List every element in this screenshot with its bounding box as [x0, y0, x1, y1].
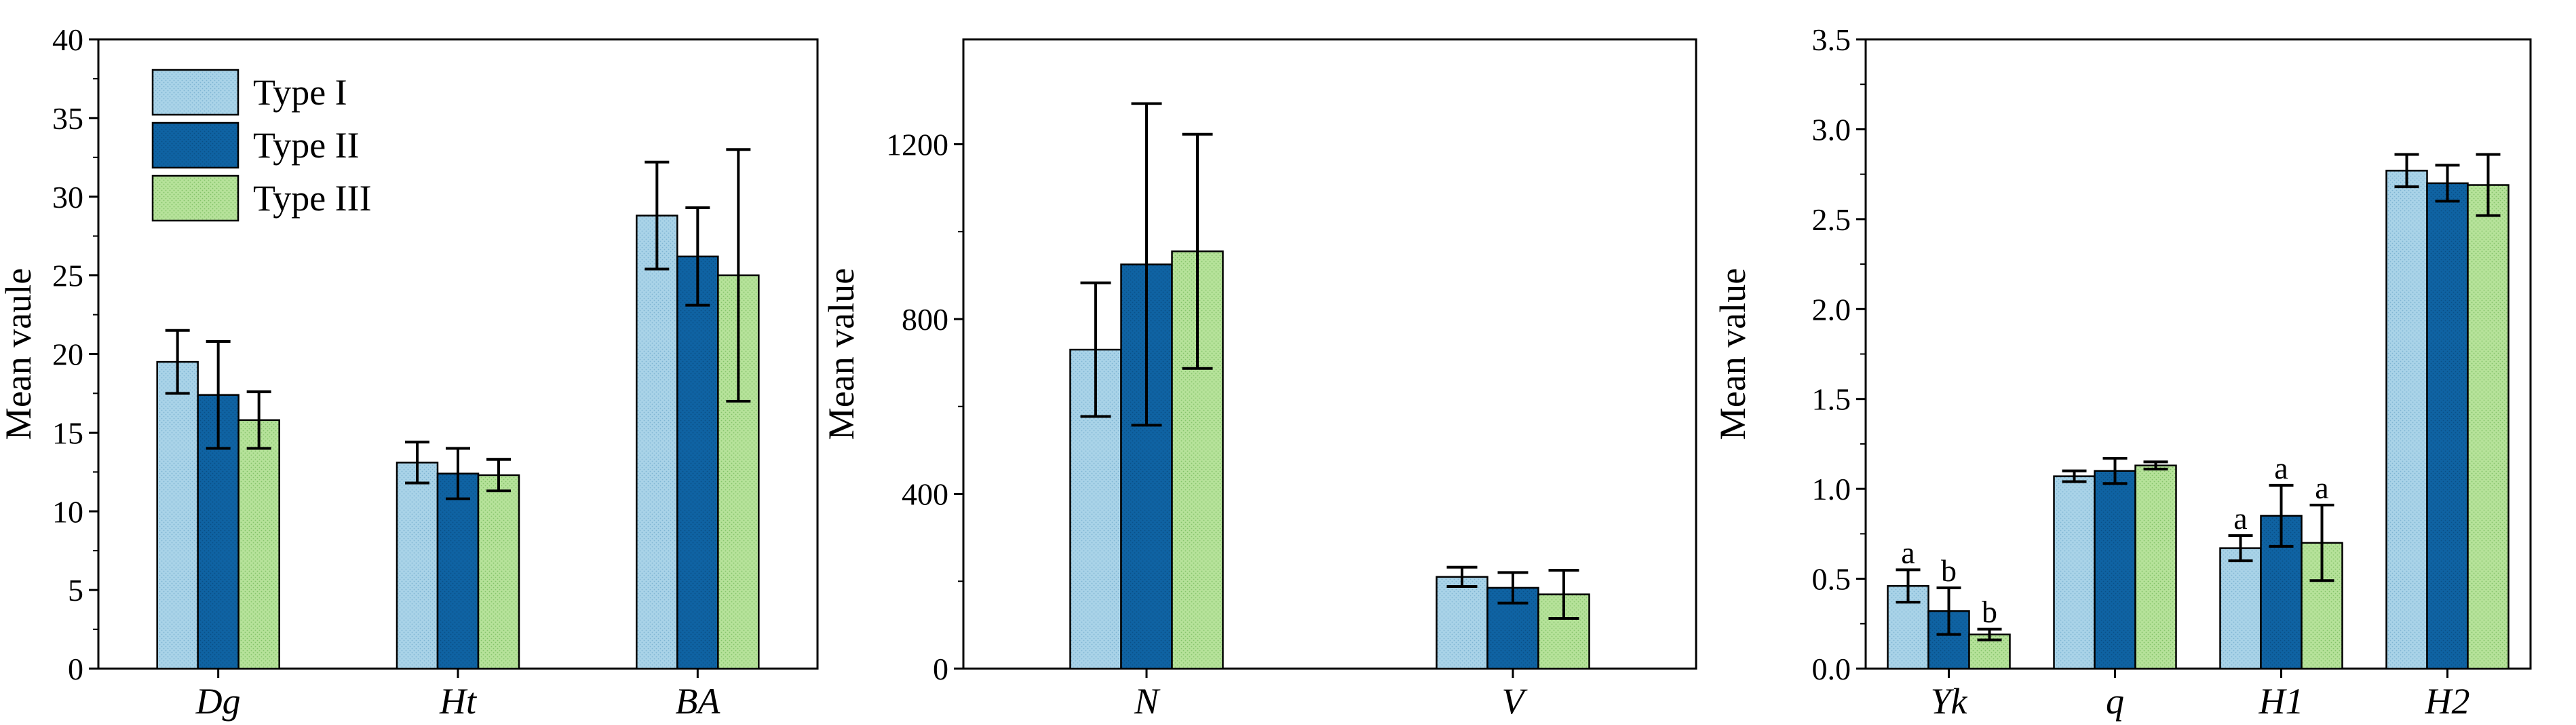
bar-type-iii-h2	[2467, 184, 2510, 670]
y-tick-label: 1.5	[1812, 382, 1851, 417]
plot-frame	[962, 38, 1697, 670]
bar-type-ii-ht	[436, 472, 480, 670]
bar-type-i-ba	[636, 215, 678, 670]
x-tick-label-q: q	[2106, 681, 2124, 722]
x-tick-label-h2: H2	[2425, 681, 2470, 722]
legend-swatch-type-ii	[151, 122, 239, 169]
y-tick-label: 0	[68, 652, 83, 686]
y-tick-label: 0	[933, 652, 948, 686]
y-tick-label: 1200	[886, 128, 948, 162]
y-tick-label: 5	[68, 573, 83, 608]
bar-type-i-v	[1436, 576, 1488, 670]
bar-type-i-h2	[2385, 170, 2428, 670]
significance-label: a	[1901, 535, 1915, 570]
y-tick-label: 1.0	[1812, 472, 1851, 506]
bar-type-ii-ba	[676, 255, 719, 670]
legend-swatch-type-iii	[151, 174, 239, 222]
y-tick-label: 10	[52, 494, 83, 529]
x-tick-label-ht: Ht	[439, 681, 478, 722]
x-tick-label-h1: H1	[2258, 681, 2304, 722]
bar-type-ii-h2	[2426, 182, 2469, 670]
bar-type-i-q	[2053, 475, 2096, 670]
x-tick-label-v: V	[1502, 681, 1529, 722]
significance-label: b	[1982, 595, 1997, 629]
significance-label: a	[2233, 501, 2247, 536]
y-tick-label: 2.0	[1812, 292, 1851, 327]
y-tick-label: 15	[52, 415, 83, 450]
bar-type-i-dg	[156, 360, 199, 670]
x-tick-label-yk: Yk	[1931, 681, 1968, 722]
bar-type-ii-q	[2094, 470, 2136, 670]
chart-panel-left: 0 5 10 15 20 25 30 35 40 Mean vaule Dg Ht BA Type I Ty…	[0, 22, 819, 722]
legend-label-type-i: Type I	[253, 72, 347, 113]
y-axis-title: Mean vaule	[0, 268, 39, 440]
y-tick-label: 25	[52, 259, 83, 293]
y-tick-label: 40	[52, 22, 83, 57]
legend-swatch-type-i	[151, 69, 239, 116]
bar-type-iii-q	[2134, 464, 2177, 670]
y-axis-title: Mean value	[821, 268, 862, 440]
y-tick-label: 30	[52, 180, 83, 215]
chart-panel-middle: 0 400 800 1200 Mean value N V	[821, 38, 1697, 722]
legend-label-type-ii: Type II	[253, 125, 360, 166]
y-tick-label: 0.0	[1812, 652, 1851, 686]
legend-label-type-iii: Type III	[253, 178, 372, 219]
y-tick-label: 400	[902, 477, 948, 512]
significance-label: a	[2315, 470, 2328, 505]
bar-type-iii-ht	[477, 474, 520, 670]
y-axis-title: Mean value	[1712, 268, 1753, 440]
y-tick-label: 2.5	[1812, 202, 1851, 237]
y-tick-label: 3.0	[1812, 112, 1851, 147]
x-tick-label-dg: Dg	[195, 681, 241, 722]
y-tick-label: 35	[52, 101, 83, 136]
significance-label: a	[2274, 451, 2288, 485]
bar-type-iii-dg	[237, 419, 280, 670]
y-tick-label: 0.5	[1812, 562, 1851, 597]
bar-type-i-ht	[396, 462, 439, 670]
x-tick-label-n: N	[1134, 681, 1161, 722]
y-tick-label: 20	[52, 337, 83, 372]
significance-label: b	[1941, 553, 1957, 588]
y-tick-label: 800	[902, 302, 948, 337]
x-tick-label-ba: BA	[675, 681, 720, 722]
y-tick-label: 3.5	[1812, 22, 1851, 57]
bar-type-i-h1	[2219, 547, 2262, 670]
